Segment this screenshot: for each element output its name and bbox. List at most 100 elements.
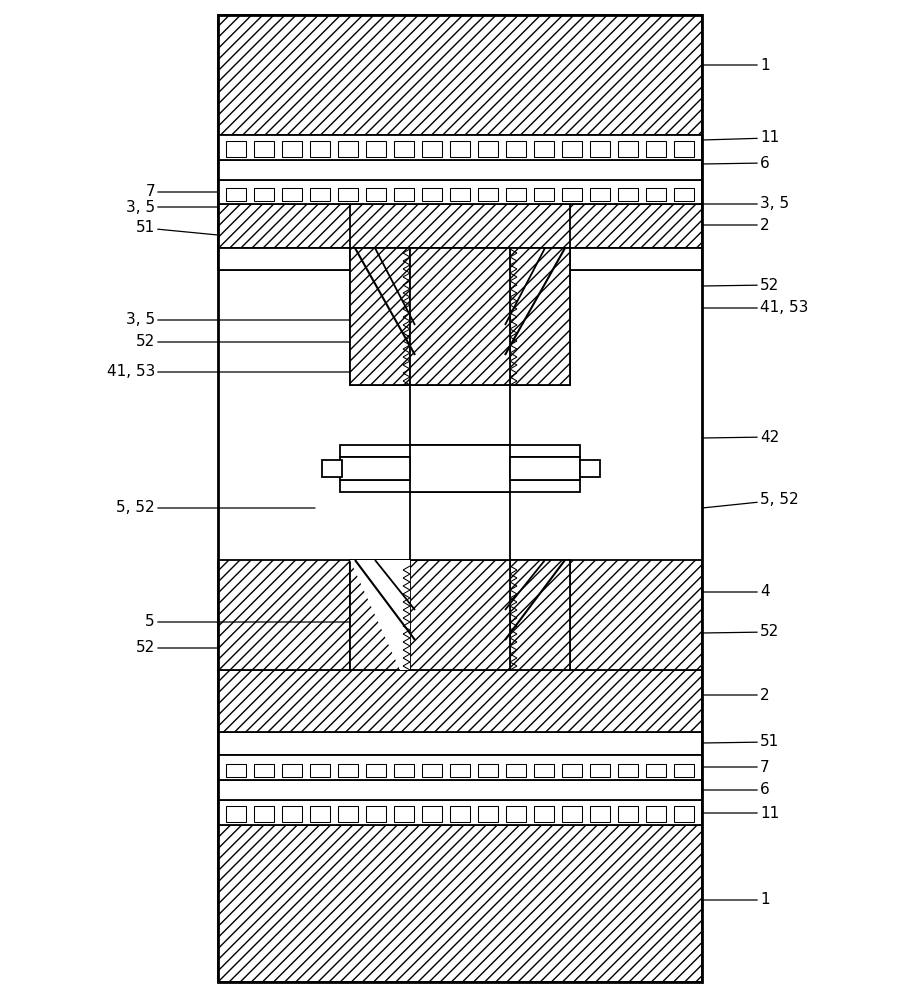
Bar	[590, 141, 610, 157]
Bar	[422, 764, 442, 777]
Bar	[350, 248, 570, 385]
Bar	[410, 248, 510, 385]
Bar	[218, 825, 702, 982]
Bar	[218, 755, 702, 780]
Bar	[282, 764, 302, 777]
Bar	[282, 188, 302, 201]
Text: 4: 4	[702, 584, 769, 599]
Text: 3, 5: 3, 5	[126, 312, 350, 328]
Bar	[310, 188, 330, 201]
Bar	[674, 188, 694, 201]
Bar	[646, 806, 666, 822]
Bar	[254, 188, 274, 201]
Bar	[506, 188, 526, 201]
Bar	[310, 141, 330, 157]
Polygon shape	[350, 560, 410, 670]
Bar	[218, 800, 702, 825]
Bar	[570, 560, 702, 670]
Text: 6: 6	[702, 155, 770, 170]
Text: 3, 5: 3, 5	[702, 196, 789, 212]
Text: 3, 5: 3, 5	[126, 200, 218, 215]
Text: 5, 52: 5, 52	[117, 500, 315, 516]
Bar	[350, 560, 570, 670]
Bar	[254, 806, 274, 822]
Bar	[218, 15, 702, 135]
Bar	[562, 188, 582, 201]
Bar	[282, 806, 302, 822]
Bar	[674, 764, 694, 777]
Text: 7: 7	[145, 184, 218, 200]
Bar	[534, 806, 554, 822]
Bar	[478, 764, 498, 777]
Text: 7: 7	[702, 760, 769, 774]
Polygon shape	[340, 457, 410, 480]
Bar	[338, 806, 358, 822]
Bar	[218, 670, 702, 732]
Bar	[674, 141, 694, 157]
Bar	[226, 764, 246, 777]
Bar	[506, 141, 526, 157]
Bar	[218, 248, 702, 270]
Text: 1: 1	[702, 892, 769, 908]
Bar	[366, 188, 386, 201]
Bar	[422, 188, 442, 201]
Bar	[646, 188, 666, 201]
Bar	[562, 806, 582, 822]
Bar	[410, 560, 510, 670]
Bar	[562, 764, 582, 777]
Bar	[590, 764, 610, 777]
Bar	[322, 460, 342, 477]
Bar	[338, 141, 358, 157]
Bar	[580, 460, 600, 477]
Bar	[590, 188, 610, 201]
Bar	[218, 560, 350, 670]
Text: 52: 52	[136, 334, 350, 350]
Bar	[478, 806, 498, 822]
Bar	[218, 135, 702, 160]
Bar	[394, 806, 414, 822]
Bar	[350, 248, 410, 385]
Bar	[534, 188, 554, 201]
Bar	[410, 445, 510, 492]
Bar	[618, 806, 638, 822]
Bar	[218, 180, 702, 204]
Bar	[422, 141, 442, 157]
Bar	[478, 141, 498, 157]
Bar	[618, 141, 638, 157]
Bar	[218, 204, 702, 248]
Bar	[226, 188, 246, 201]
Bar	[394, 188, 414, 201]
Bar	[254, 141, 274, 157]
Polygon shape	[510, 457, 580, 480]
Text: 51: 51	[702, 734, 779, 750]
Bar	[310, 806, 330, 822]
Bar	[450, 764, 470, 777]
Bar	[340, 445, 580, 457]
Bar	[282, 141, 302, 157]
Text: 11: 11	[702, 130, 779, 145]
Bar	[218, 732, 702, 755]
Bar	[674, 806, 694, 822]
Bar	[338, 188, 358, 201]
Text: 2: 2	[702, 218, 769, 232]
Bar	[422, 806, 442, 822]
Bar	[618, 764, 638, 777]
Text: 11: 11	[702, 806, 779, 820]
Bar	[226, 806, 246, 822]
Bar	[590, 806, 610, 822]
Bar	[366, 764, 386, 777]
Bar	[506, 806, 526, 822]
Bar	[410, 492, 510, 560]
Bar	[478, 188, 498, 201]
Bar	[218, 780, 702, 800]
Text: 41, 53: 41, 53	[702, 300, 809, 316]
Bar	[254, 764, 274, 777]
Bar	[350, 204, 570, 248]
Bar	[394, 764, 414, 777]
Bar	[562, 141, 582, 157]
Bar	[646, 141, 666, 157]
Bar	[340, 480, 580, 492]
Bar	[570, 248, 702, 270]
Text: 6: 6	[702, 782, 770, 798]
Bar	[218, 15, 702, 982]
